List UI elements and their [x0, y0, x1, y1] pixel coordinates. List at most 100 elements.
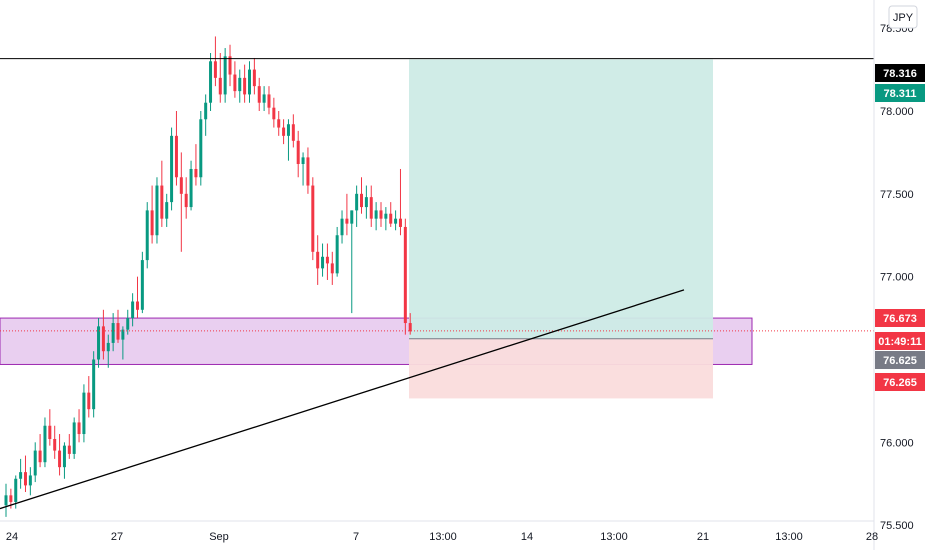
candle: [160, 160, 164, 227]
drawing-lines[interactable]: [0, 58, 874, 510]
candle: [145, 202, 149, 269]
candle-body: [389, 213, 393, 224]
time-axis[interactable]: 24 27 Sep 7 13:00 14 13:00 21 13:00 28: [0, 520, 878, 543]
candle: [28, 467, 32, 496]
candle-body: [272, 107, 276, 120]
candle: [296, 130, 300, 178]
candle-body: [58, 450, 62, 468]
price-tag-text: 76.625: [883, 355, 917, 367]
candle-body: [252, 69, 256, 87]
candle-body: [43, 425, 47, 463]
candle-body: [174, 135, 178, 178]
candle-body: [238, 77, 242, 92]
candle: [330, 251, 334, 285]
price-tag-background: [875, 351, 925, 369]
candle-body: [291, 124, 295, 141]
candle: [135, 276, 139, 319]
candle-body: [223, 56, 227, 95]
y-tick-label: 76.000: [880, 437, 914, 449]
candle: [209, 53, 213, 111]
candle-body: [131, 301, 135, 319]
candle-body: [379, 210, 383, 219]
candle-body: [218, 77, 222, 95]
candle: [248, 61, 251, 103]
target-price-tag: 78.311: [875, 84, 925, 102]
candle: [238, 69, 242, 103]
candle: [311, 177, 315, 261]
candle: [106, 334, 110, 368]
candle-body: [248, 69, 251, 95]
candle-body: [364, 197, 368, 208]
candle: [355, 185, 359, 227]
candle-body: [257, 86, 261, 103]
candle-body: [374, 210, 378, 219]
candle: [408, 313, 412, 335]
price-axis[interactable]: 75.50076.00076.50077.00077.50078.00078.5…: [873, 0, 914, 550]
candle-body: [87, 392, 91, 410]
x-tick-label: 13:00: [429, 531, 457, 543]
candle: [23, 455, 27, 493]
candle-body: [28, 475, 32, 486]
y-tick-label: 75.500: [880, 520, 914, 532]
price-tag-text: 78.316: [883, 68, 917, 80]
candle: [301, 152, 305, 186]
candle: [282, 119, 286, 145]
candle-body: [262, 94, 266, 103]
candle-body: [335, 235, 339, 274]
y-tick-label: 77.000: [880, 272, 914, 284]
candle-body: [350, 210, 354, 224]
candle: [179, 152, 183, 252]
candle: [243, 64, 247, 103]
candle: [267, 86, 271, 115]
drawing-overlays[interactable]: [0, 59, 753, 399]
candle: [67, 434, 71, 459]
candle: [360, 177, 364, 214]
candle-body: [233, 74, 237, 92]
candle-body: [38, 450, 42, 463]
candle-body: [403, 226, 407, 324]
candle: [4, 483, 8, 517]
candle: [228, 44, 232, 87]
candle-body: [101, 326, 105, 352]
candle-body: [4, 495, 8, 506]
ascending-trendline[interactable]: [0, 289, 685, 510]
candle-body: [277, 119, 281, 128]
candle: [43, 417, 47, 468]
candle: [140, 251, 144, 314]
candle-body: [311, 185, 315, 252]
candle-body: [408, 323, 412, 332]
price-tag-background: [875, 332, 925, 350]
price-tag-text: 78.311: [883, 88, 916, 100]
candle-body: [282, 127, 286, 136]
candle-body: [23, 472, 27, 486]
candle-body: [140, 260, 144, 310]
candle: [389, 202, 393, 227]
target-zone[interactable]: [409, 59, 713, 339]
candle: [165, 193, 169, 227]
candle: [394, 210, 398, 231]
x-tick-label: 7: [353, 531, 359, 543]
candle-body: [267, 94, 271, 108]
candle-body: [306, 157, 310, 186]
y-tick-label: 77.500: [880, 189, 914, 201]
candle: [204, 94, 208, 136]
candle: [194, 144, 198, 186]
candle: [174, 110, 178, 186]
price-tag-text: 76.265: [883, 377, 917, 389]
stop-zone[interactable]: [409, 338, 713, 399]
candle: [189, 160, 193, 211]
currency-button[interactable]: JPY: [888, 5, 918, 29]
price-tag-background: [875, 84, 925, 102]
candle: [111, 313, 115, 352]
countdown-price-tag: 01:49:11: [875, 332, 925, 350]
candle-body: [150, 210, 154, 236]
candle: [199, 110, 203, 186]
stop-price-tag: 76.265: [875, 373, 925, 391]
candle: [62, 442, 66, 479]
last-price-price-tag: 76.673: [875, 309, 925, 327]
candle: [97, 318, 101, 368]
candle: [218, 53, 222, 103]
x-tick-label: 28: [866, 531, 878, 543]
